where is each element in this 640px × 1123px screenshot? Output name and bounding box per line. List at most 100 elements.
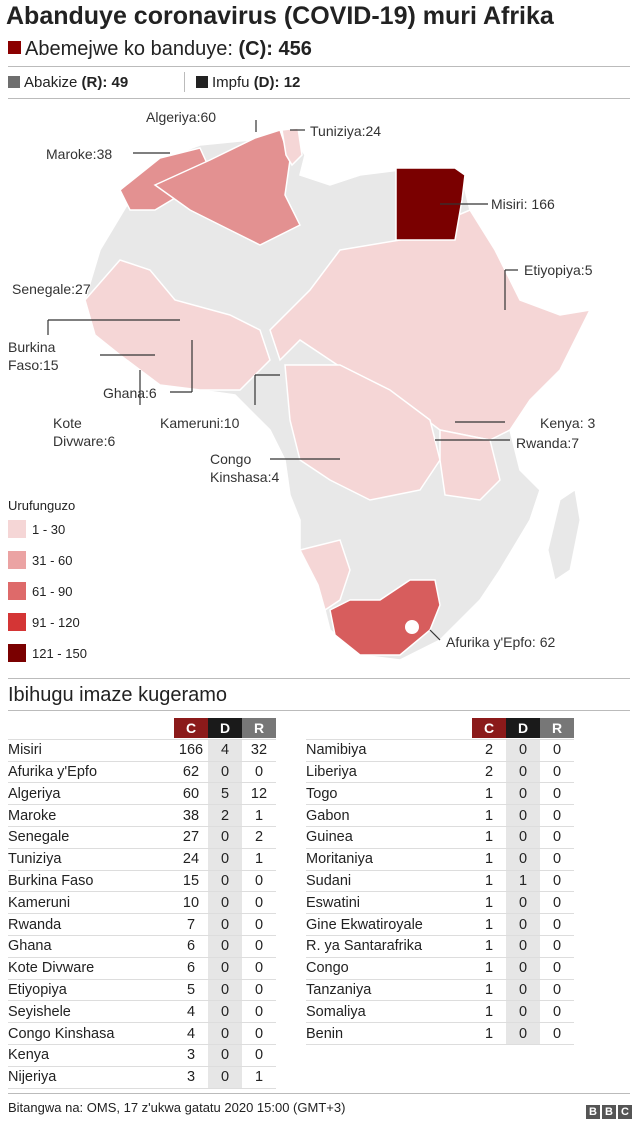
table-row: Rwanda 7 0 0 xyxy=(8,913,276,936)
table-header-r: R xyxy=(540,718,574,740)
page-title: Abanduye coronavirus (COVID-19) muri Afr… xyxy=(6,2,554,30)
table-row: Nijeriya 3 0 1 xyxy=(8,1066,276,1089)
country-name: Sudani xyxy=(306,870,472,893)
deaths-value: 12 xyxy=(283,74,301,91)
central-east-shape xyxy=(269,209,592,441)
deaths-summary: Impfu (D): 12 xyxy=(196,74,300,91)
divider xyxy=(8,66,630,67)
value-r: 1 xyxy=(242,804,276,827)
value-r: 0 xyxy=(540,739,574,762)
table-row: Eswatini 1 0 0 xyxy=(306,891,574,915)
label-tunisia: Tuniziya:24 xyxy=(310,123,382,139)
table-row: Congo 1 0 0 xyxy=(306,957,574,980)
value-r: 0 xyxy=(540,782,574,806)
countries-table-right: C D R Namibiya 2 0 0 Liberiya 2 0 0 Togo 1 0 0 Gabon… xyxy=(306,718,574,1045)
deaths-label: Impfu xyxy=(212,74,250,91)
value-d: 5 xyxy=(208,782,242,806)
value-c: 1 xyxy=(472,979,506,1002)
value-d: 0 xyxy=(208,1022,242,1045)
tunisia-shape xyxy=(281,127,303,167)
header-c: C xyxy=(174,718,208,739)
table-row: Ghana 6 0 0 xyxy=(8,935,276,958)
label-burkina-line2: Faso:15 xyxy=(8,357,59,373)
legend-title: Urufunguzo xyxy=(8,498,76,513)
divider xyxy=(8,1093,630,1094)
value-c: 1 xyxy=(472,1000,506,1024)
table-row: Misiri 166 4 32 xyxy=(8,739,276,762)
table-header-r: R xyxy=(242,718,276,740)
value-c: 4 xyxy=(174,1022,208,1045)
recovered-label: Abakize xyxy=(24,74,78,91)
recovered-swatch xyxy=(8,76,20,88)
divider xyxy=(184,72,185,92)
label-kenya: Kenya: 3 xyxy=(540,415,596,431)
country-name: Misiri xyxy=(8,739,174,762)
table-row: Tuniziya 24 0 1 xyxy=(8,848,276,871)
cases-summary: Abemejwe ko banduye: (C): 456 xyxy=(8,38,312,61)
value-c: 1 xyxy=(472,957,506,980)
value-r: 0 xyxy=(242,1000,276,1024)
divider xyxy=(8,678,630,679)
recovered-value: 49 xyxy=(111,74,129,91)
table-row: Sudani 1 1 0 xyxy=(306,870,574,893)
logo-letter: C xyxy=(618,1105,632,1119)
country-name: Afurika y'Epfo xyxy=(8,761,174,784)
value-d: 0 xyxy=(208,826,242,849)
leader-lines xyxy=(47,120,518,641)
country-name: Namibiya xyxy=(306,739,472,762)
value-r: 32 xyxy=(242,739,276,762)
value-d: 0 xyxy=(506,935,540,958)
value-c: 2 xyxy=(472,739,506,762)
lesotho-shape xyxy=(405,620,419,634)
country-name: Etiyopiya xyxy=(8,979,174,1002)
south-africa-shape xyxy=(329,579,441,656)
country-name: Somaliya xyxy=(306,1000,472,1024)
label-senegal: Senegale:27 xyxy=(12,281,91,297)
value-c: 1 xyxy=(472,782,506,806)
value-r: 0 xyxy=(242,1044,276,1067)
value-d: 1 xyxy=(506,870,540,893)
source-footer: Bitangwa na: OMS, 17 z'ukwa gatatu 2020 … xyxy=(8,1100,346,1115)
country-name: Maroke xyxy=(8,804,174,827)
value-r: 0 xyxy=(540,1022,574,1045)
value-c: 1 xyxy=(472,1022,506,1045)
value-r: 0 xyxy=(540,957,574,980)
value-r: 0 xyxy=(242,913,276,936)
table-row: Afurika y'Epfo 62 0 0 xyxy=(8,761,276,784)
value-c: 1 xyxy=(472,804,506,827)
value-c: 10 xyxy=(174,891,208,915)
legend-label: 1 - 30 xyxy=(32,522,66,537)
value-c: 2 xyxy=(472,761,506,784)
country-name: Tuniziya xyxy=(8,848,174,871)
table-header-d: D xyxy=(208,718,242,740)
legend-swatch xyxy=(8,520,26,538)
value-r: 0 xyxy=(540,848,574,871)
value-d: 0 xyxy=(506,1022,540,1045)
legend-swatch xyxy=(8,582,26,600)
value-r: 0 xyxy=(242,891,276,915)
value-d: 0 xyxy=(506,848,540,871)
country-name: Congo Kinshasa xyxy=(8,1022,174,1045)
table-row: Kote Divware 6 0 0 xyxy=(8,957,276,980)
table-row: Namibiya 2 0 0 xyxy=(306,739,574,762)
country-name: Moritaniya xyxy=(306,848,472,871)
deaths-swatch xyxy=(196,76,208,88)
header-r: R xyxy=(540,718,574,739)
legend-item: 1 - 30 xyxy=(8,520,65,538)
value-c: 4 xyxy=(174,1000,208,1024)
value-r: 0 xyxy=(540,804,574,827)
legend-label: 121 - 150 xyxy=(32,646,87,661)
algeria-shape xyxy=(153,129,302,246)
legend-swatch xyxy=(8,551,26,569)
value-d: 0 xyxy=(208,979,242,1002)
table-row: Somaliya 1 0 0 xyxy=(306,1000,574,1024)
table-header-name xyxy=(8,718,174,740)
value-r: 0 xyxy=(242,935,276,958)
value-c: 7 xyxy=(174,913,208,936)
value-r: 0 xyxy=(540,913,574,936)
value-r: 0 xyxy=(540,935,574,958)
table-row: R. ya Santarafrika 1 0 0 xyxy=(306,935,574,958)
value-c: 1 xyxy=(472,935,506,958)
value-c: 1 xyxy=(472,891,506,915)
value-d: 0 xyxy=(208,957,242,980)
